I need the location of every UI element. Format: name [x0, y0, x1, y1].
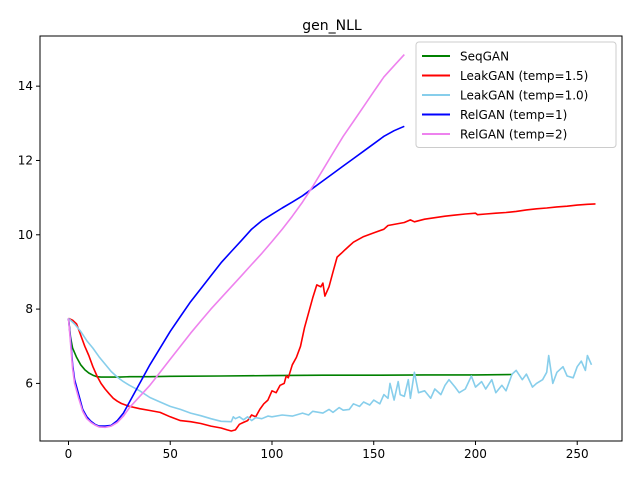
- series-line-leakgan-temp-1-0: [67, 317, 593, 423]
- legend-label: RelGAN (temp=2): [460, 128, 567, 142]
- legend-label: RelGAN (temp=1): [460, 108, 567, 122]
- x-tick-label: 100: [261, 447, 284, 461]
- y-tick-label: 14: [18, 79, 33, 93]
- series-line-seqgan: [67, 318, 513, 378]
- x-tick-label: 150: [362, 447, 385, 461]
- legend-box: [415, 41, 617, 148]
- y-tick-label: 8: [25, 302, 33, 316]
- legend: SeqGAN LeakGAN (temp=1.5) LeakGAN (temp=1.…: [415, 41, 617, 148]
- legend-label: SeqGAN: [460, 50, 509, 64]
- y-tick-label: 12: [18, 153, 33, 167]
- x-tick-label: 200: [464, 447, 487, 461]
- chart-title: gen_NLL: [302, 18, 362, 34]
- x-tick-label: 0: [65, 447, 73, 461]
- series-line-relgan-temp-2: [67, 54, 405, 429]
- plot-frame: [39, 35, 623, 442]
- series-line-leakgan-temp-1-5: [68, 203, 596, 432]
- x-tick-label: 250: [566, 447, 589, 461]
- y-tick-label: 10: [18, 228, 33, 242]
- x-tick-label: 50: [163, 447, 178, 461]
- legend-label: LeakGAN (temp=1.5): [460, 69, 588, 83]
- y-tick-label: 6: [25, 376, 33, 390]
- series-line-relgan-temp-1: [67, 125, 405, 427]
- legend-label: LeakGAN (temp=1.0): [460, 89, 588, 103]
